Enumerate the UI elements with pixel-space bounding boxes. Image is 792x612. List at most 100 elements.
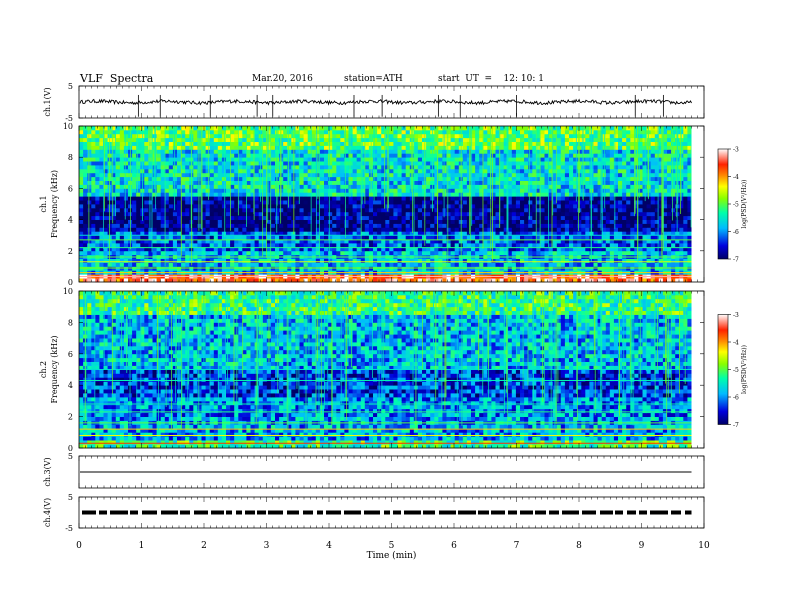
ch2-spectrogram-colorbar-tick-label: -5 — [733, 367, 739, 374]
ch4-pulse — [491, 510, 505, 515]
ch4-pulse — [303, 510, 313, 515]
x-tick-label: 9 — [639, 541, 645, 551]
ch1-spectrogram-nodata — [691, 126, 704, 282]
ch4-pulse — [364, 510, 380, 515]
x-tick-label: 10 — [698, 541, 710, 551]
ch4-pulse — [245, 510, 255, 515]
ch4-pulse — [344, 510, 361, 515]
ch4-pulse — [520, 510, 533, 515]
ch2-spectrogram-nodata — [691, 291, 704, 448]
ch4-pulse — [194, 510, 208, 515]
ch4-pulse — [99, 510, 107, 515]
ch2-spectrogram-ytick-label: 8 — [68, 318, 73, 327]
ch2-spectrogram-colorbar-tick-label: -3 — [733, 312, 739, 319]
ch1-spectrogram-ylabel-frequency: Frequency (kHz) — [50, 170, 59, 238]
ch2-spectrogram-colorbar-label: log(PSD(V²/Hz)) — [741, 345, 748, 394]
ch4-pulse — [236, 510, 242, 515]
ch1-spectrogram-colorbar — [717, 148, 729, 260]
ch1-waveform-ylabel: ch.1(V) — [43, 87, 52, 116]
ch4-pulse — [287, 510, 299, 515]
ch4-pulse — [535, 510, 546, 515]
ch4-pulse — [317, 510, 323, 515]
ch4-pulse — [508, 510, 517, 515]
ch2-spectrogram-colorbar-tick-label: -4 — [733, 340, 739, 347]
ch4-pulse — [82, 510, 96, 515]
ch4-pulse — [650, 510, 668, 515]
ch4-waveform-ytick-label: 5 — [68, 493, 73, 502]
ch4-pulse — [627, 510, 636, 515]
ch1-spectrogram-colorbar-tick-label: -4 — [733, 174, 739, 181]
x-tick-label: 4 — [326, 541, 332, 551]
x-tick-label: 5 — [389, 541, 395, 551]
ch1-spectrogram-ytick-label: 0 — [68, 278, 73, 287]
ch4-pulse — [110, 510, 128, 515]
ch4-pulse — [639, 510, 647, 515]
ch4-pulse — [226, 510, 232, 515]
ch4-pulse — [404, 510, 421, 515]
ch3-waveform-ytick-label: 5 — [68, 452, 73, 461]
x-axis-label: Time (min) — [367, 550, 417, 561]
ch4-pulse — [439, 510, 456, 515]
ch4-waveform-ylabel: ch.4(V) — [43, 498, 52, 527]
ch4-waveform-ytick-label: -5 — [65, 524, 73, 533]
ch4-pulse — [180, 510, 190, 515]
ch1-waveform-ytick-label: 5 — [68, 82, 73, 91]
ch2-spectrogram-image — [79, 291, 692, 449]
ch1-spectrogram-ytick-label: 4 — [68, 216, 73, 225]
start-time-label: start UT = 12: 10: 1 — [438, 74, 544, 84]
x-tick-label: 8 — [576, 541, 582, 551]
ch1-spectrogram-ytick-label: 2 — [68, 247, 73, 256]
ch1-spectrogram-ylabel-channel: ch.1 — [39, 195, 48, 212]
ch2-spectrogram-ytick-label: 6 — [68, 350, 73, 359]
ch4-pulse — [582, 510, 596, 515]
ch4-pulse — [562, 510, 579, 515]
ch2-spectrogram-ylabel-channel: ch.2 — [39, 361, 48, 378]
ch1-trace — [79, 98, 692, 106]
ch4-pulse — [211, 510, 224, 515]
x-tick-label: 1 — [139, 541, 145, 551]
station-label: station=ATH — [344, 74, 403, 84]
ch1-spectrogram-ytick-label: 10 — [63, 122, 73, 131]
x-tick-label: 0 — [76, 541, 82, 551]
ch4-pulse — [549, 510, 559, 515]
ch4-pulse — [142, 510, 157, 515]
ch4-pulse — [130, 510, 138, 515]
ch2-spectrogram-colorbar — [717, 314, 729, 425]
ch4-pulse — [458, 510, 476, 515]
ch1-spectrogram-ytick-label: 8 — [68, 153, 73, 162]
ch4-pulse — [478, 510, 489, 515]
x-tick-label: 3 — [264, 541, 270, 551]
ch1-spectrogram-colorbar-tick-label: -6 — [733, 229, 739, 236]
ch2-spectrogram-ytick-label: 4 — [68, 381, 73, 390]
ch4-pulse — [257, 510, 266, 515]
ch2-spectrogram-ylabel-frequency: Frequency (kHz) — [50, 335, 59, 403]
x-tick-label: 6 — [451, 541, 457, 551]
ch2-spectrogram-colorbar-tick-label: -6 — [733, 395, 739, 402]
chart-title: VLF Spectra — [80, 72, 154, 85]
ch1-spectrogram-colorbar-tick-label: -5 — [733, 202, 739, 209]
ch1-spectrogram-colorbar-label: log(PSD(V²/Hz)) — [741, 180, 748, 229]
ch4-pulse — [615, 510, 623, 515]
x-tick-label: 2 — [201, 541, 207, 551]
ch4-pulse — [326, 510, 341, 515]
ch4-pulse — [685, 510, 692, 515]
ch1-spectrogram-image — [79, 126, 692, 283]
ch4-pulse — [671, 510, 681, 515]
ch2-spectrogram-ytick-label: 0 — [68, 444, 73, 453]
ch2-spectrogram-ytick-label: 10 — [63, 287, 73, 296]
ch1-spectrogram-colorbar-tick-label: -3 — [733, 147, 739, 154]
ch2-spectrogram-ytick-label: 2 — [68, 413, 73, 422]
ch4-pulse — [423, 510, 435, 515]
ch4-pulse — [393, 510, 401, 515]
date-label: Mar.20, 2016 — [252, 74, 313, 84]
ch4-pulse — [600, 510, 613, 515]
ch4-pulse — [384, 510, 390, 515]
ch3-waveform-ylabel: ch.3(V) — [43, 457, 52, 486]
ch4-pulse — [161, 510, 178, 515]
ch4-pulse — [268, 510, 283, 515]
ch2-spectrogram-colorbar-tick-label: -7 — [733, 422, 739, 429]
ch1-waveform-ytick-label: -5 — [65, 114, 73, 123]
ch1-spectrogram-ytick-label: 6 — [68, 184, 73, 193]
ch1-spectrogram-colorbar-tick-label: -7 — [733, 257, 739, 264]
